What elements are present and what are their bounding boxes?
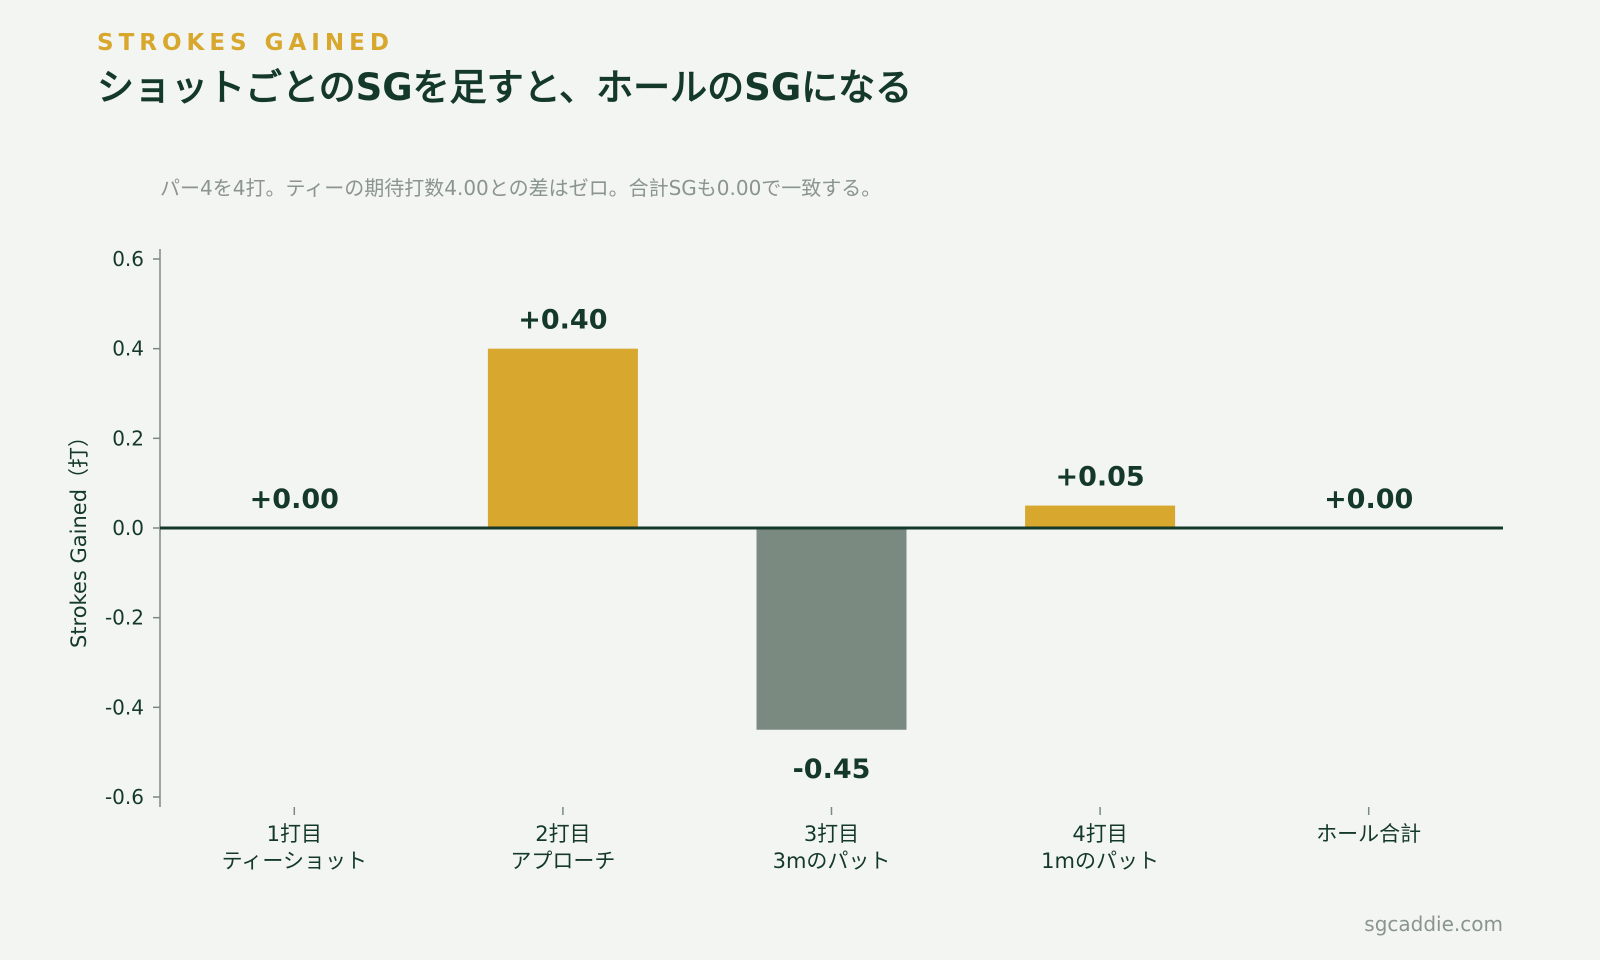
x-tick-label: 3mのパット — [773, 849, 891, 873]
value-label: +0.00 — [1324, 484, 1413, 515]
x-tick-label: 3打目 — [804, 822, 859, 846]
x-tick-label: アプローチ — [510, 849, 615, 873]
y-tick-label: -0.4 — [105, 695, 144, 719]
x-tick-label: 1打目 — [267, 822, 322, 846]
x-tick-label: 2打目 — [535, 822, 590, 846]
bar — [487, 348, 638, 528]
x-tick-label: 1mのパット — [1041, 849, 1159, 873]
x-tick-label: ホール合計 — [1316, 822, 1421, 846]
value-label: +0.05 — [1055, 462, 1144, 493]
bar — [756, 528, 907, 730]
value-label: +0.40 — [518, 305, 607, 336]
y-tick-label: -0.6 — [105, 785, 144, 809]
value-label: -0.45 — [793, 754, 871, 785]
y-tick-label: -0.2 — [105, 606, 144, 630]
chart-eyebrow: STROKES GAINED — [97, 30, 394, 56]
chart-subtitle: パー4を4打。ティーの期待打数4.00との差はゼロ。合計SGも0.00で一致する… — [160, 176, 881, 200]
source-label: sgcaddie.com — [1364, 912, 1503, 936]
x-tick-label: ティーショット — [222, 849, 367, 873]
chart-title: ショットごとのSGを足すと、ホールのSGになる — [97, 66, 912, 109]
y-tick-label: 0.0 — [112, 516, 144, 540]
y-tick-label: 0.2 — [112, 426, 144, 450]
y-axis-label: Strokes Gained（打） — [67, 426, 91, 648]
x-tick-label: 4打目 — [1072, 822, 1127, 846]
y-tick-label: 0.4 — [112, 337, 144, 361]
value-label: +0.00 — [250, 484, 339, 515]
y-tick-label: 0.6 — [112, 247, 144, 271]
bar — [1025, 505, 1176, 528]
